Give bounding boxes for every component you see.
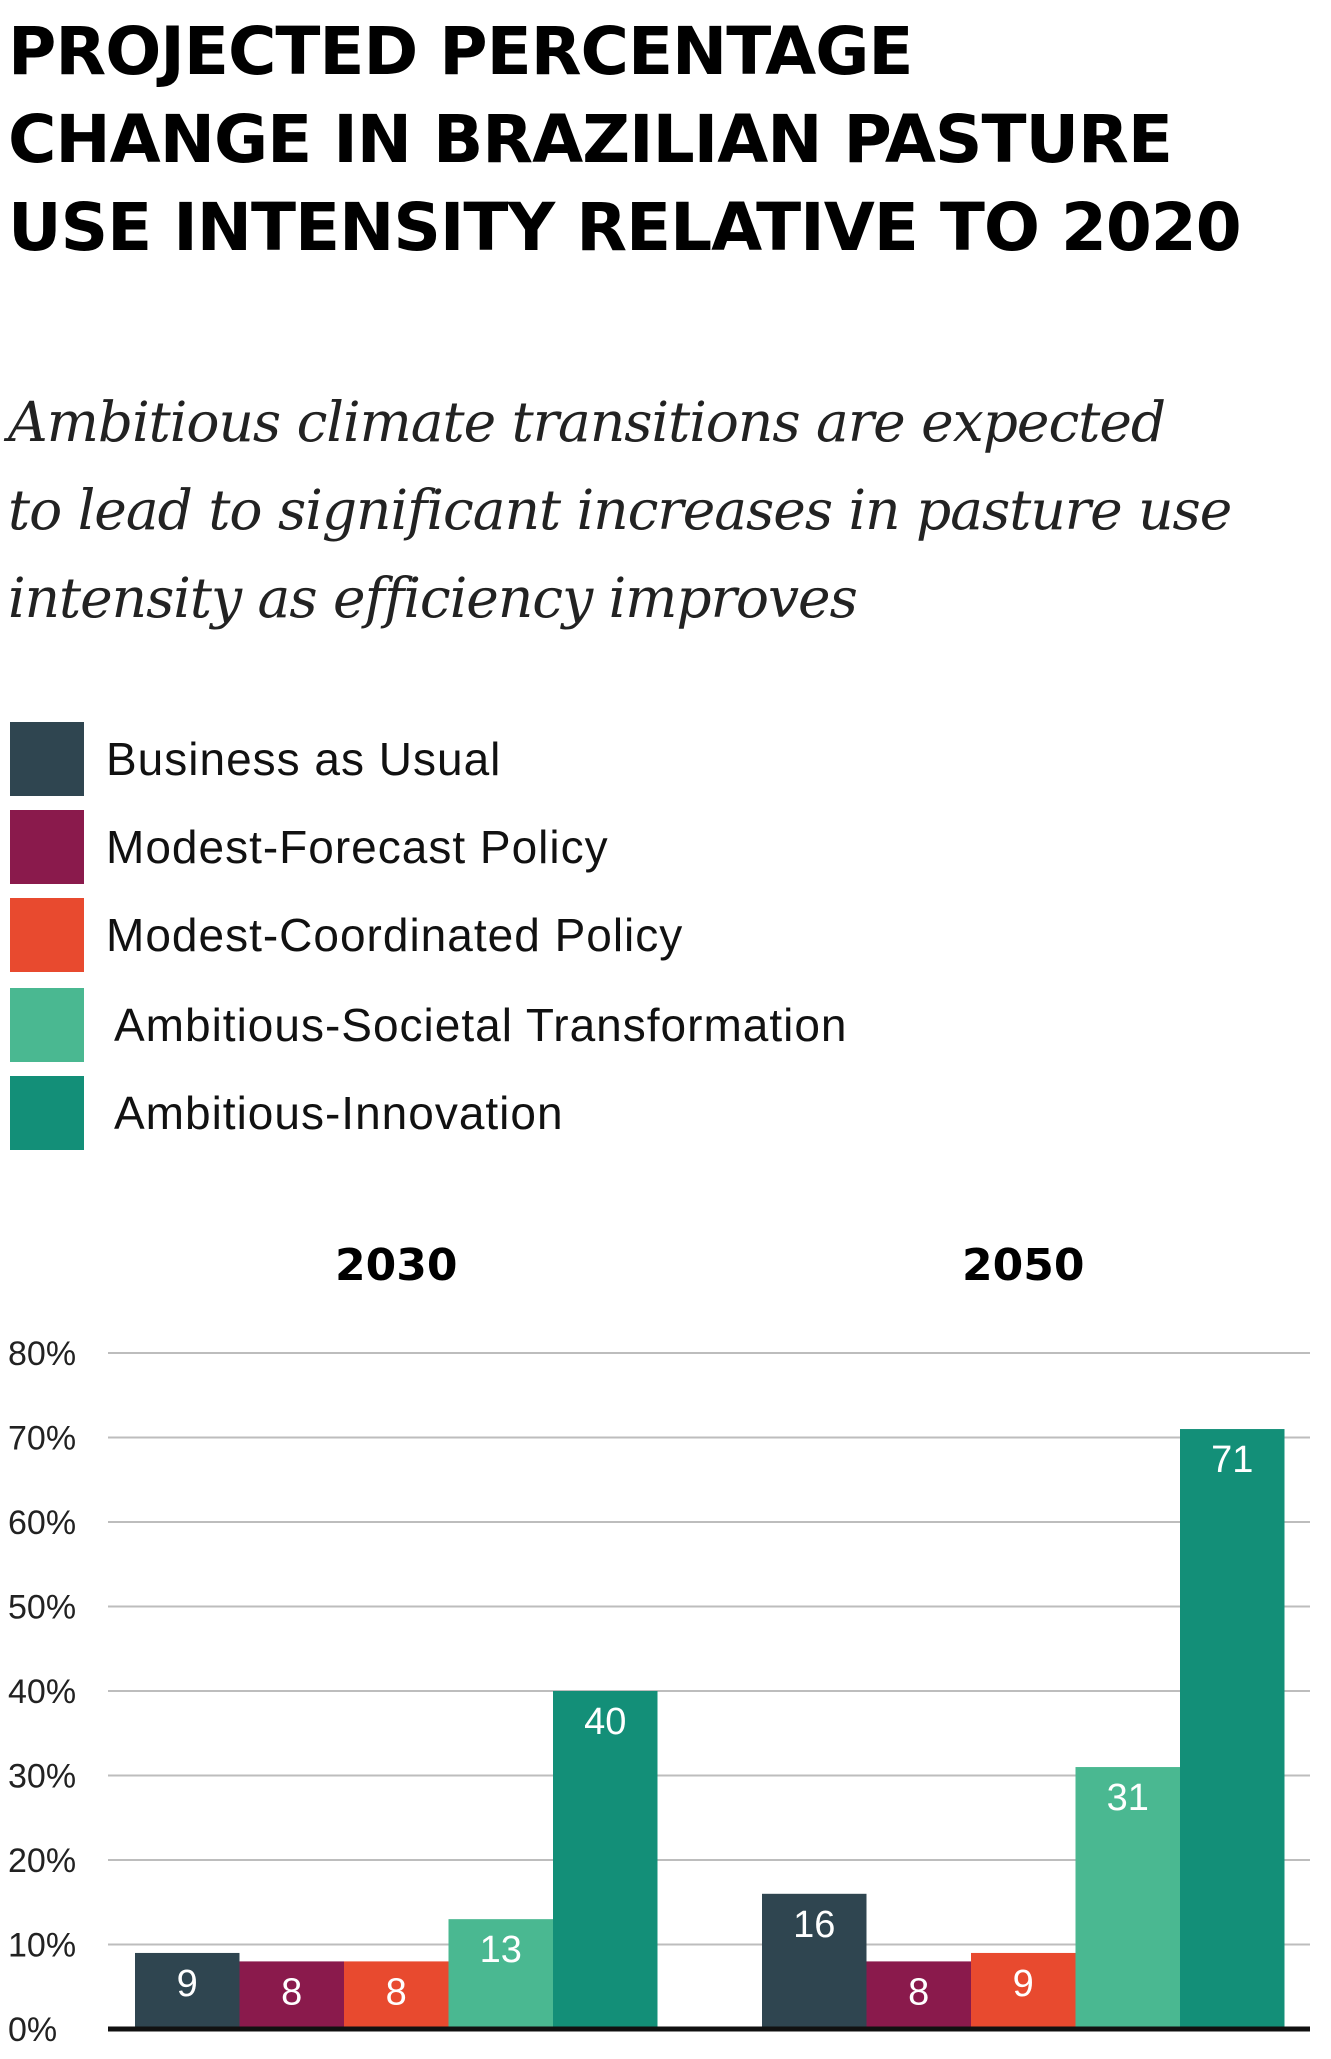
bar: [553, 1691, 658, 2029]
y-tick-label: 70%: [8, 1420, 76, 1458]
legend-item: Modest-Forecast Policy: [10, 810, 1010, 884]
data-label: 40: [584, 1701, 626, 1743]
bar: [1180, 1429, 1285, 2029]
y-tick-label: 30%: [8, 1758, 76, 1796]
data-label: 8: [908, 1971, 929, 2013]
data-label: 13: [480, 1929, 522, 1971]
y-tick-label: 20%: [8, 1842, 76, 1880]
y-tick-label: 80%: [8, 1335, 76, 1373]
y-tick-label: 0%: [8, 2011, 57, 2049]
data-label: 31: [1107, 1777, 1149, 1819]
legend-item: Modest-Coordinated Policy: [10, 898, 1010, 972]
group-label: 2030: [335, 1240, 457, 1291]
bar: [971, 1952, 1076, 2029]
bar: [135, 1952, 240, 2029]
legend-label: Modest-Forecast Policy: [106, 821, 609, 873]
data-label: 16: [793, 1904, 835, 1946]
chart-subtitle: Ambitious climate transitions are expect…: [8, 390, 1232, 630]
legend-swatch: [10, 810, 84, 884]
bar: [239, 1961, 344, 2029]
group-label: 2050: [962, 1240, 1084, 1291]
chart-title: PROJECTED PERCENTAGE CHANGE IN BRAZILIAN…: [8, 13, 1242, 266]
bar-chart: 0% 10% 20% 30% 40% 50% 60% 70% 80% 2030 9 8 8 13 40 205…: [8, 1240, 1310, 2049]
bar: [762, 1893, 867, 2029]
bar: [448, 1919, 553, 2029]
data-label: 8: [386, 1971, 407, 2013]
legend-swatch: [10, 722, 84, 796]
legend-label: Business as Usual: [106, 733, 502, 785]
data-label: 9: [1013, 1963, 1034, 2005]
data-label: 9: [177, 1963, 198, 2005]
legend-label: Ambitious-Innovation: [114, 1087, 564, 1139]
legend-label: Modest-Coordinated Policy: [106, 909, 684, 961]
legend-item: Business as Usual: [10, 722, 1010, 796]
legend-swatch: [10, 898, 84, 972]
y-tick-label: 10%: [8, 1927, 76, 1965]
y-tick-label: 40%: [8, 1673, 76, 1711]
y-tick-label: 50%: [8, 1589, 76, 1627]
data-label: 71: [1211, 1439, 1253, 1481]
legend-swatch: [10, 1076, 84, 1150]
bar: [866, 1961, 971, 2029]
legend-label: Ambitious-Societal Transformation: [114, 999, 848, 1051]
y-tick-label: 60%: [8, 1504, 76, 1542]
legend-item: Ambitious-Societal Transformation: [10, 988, 1010, 1062]
legend-swatch: [10, 988, 84, 1062]
bar: [1075, 1767, 1180, 2029]
legend-item: Ambitious-Innovation: [10, 1076, 1010, 1150]
data-label: 8: [281, 1971, 302, 2013]
bar: [344, 1961, 449, 2029]
